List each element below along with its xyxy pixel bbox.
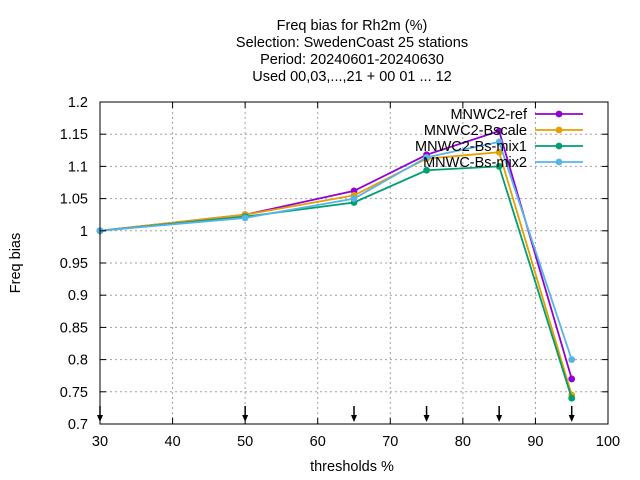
legend-swatch-point: [555, 158, 563, 166]
x-tick-label: 40: [165, 434, 181, 450]
threshold-arrow: [423, 406, 430, 422]
data-point: [350, 195, 358, 203]
legend-label: MNWC-Bs-mix2: [423, 155, 527, 171]
series-lines: [96, 127, 576, 402]
y-tick-label: 1.05: [60, 192, 88, 208]
x-tick-label: 30: [92, 434, 108, 450]
series-line-3: [99, 140, 573, 360]
legend-swatch-point: [555, 142, 563, 150]
data-point: [241, 214, 249, 222]
x-tick-label: 100: [596, 434, 620, 450]
legend-label: MNWC2-ref: [450, 107, 527, 123]
y-tick-label: 0.8: [68, 353, 88, 369]
legend-label: MNWC2-Bs-mix1: [415, 139, 527, 155]
data-point: [568, 375, 576, 383]
y-tick-label: 0.7: [68, 417, 88, 433]
data-point: [495, 127, 503, 135]
legend-label: MNWC2-Bscale: [424, 123, 527, 139]
y-tick-label: 1.2: [68, 95, 88, 111]
y-tick-label: 0.95: [60, 256, 88, 272]
x-tick-label: 90: [527, 434, 543, 450]
threshold-arrow-head: [351, 415, 357, 422]
chart-title: Freq bias for Rh2m (%)Selection: SwedenC…: [236, 18, 468, 85]
data-point: [495, 163, 503, 170]
legend: MNWC2-refMNWC2-BscaleMNWC2-Bs-mix1MNWC-B…: [415, 107, 583, 171]
threshold-arrow: [568, 406, 575, 422]
data-point: [423, 166, 430, 174]
x-tick-label: 60: [310, 434, 326, 450]
legend-item: MNWC2-Bscale: [424, 123, 583, 139]
legend-swatch-point: [555, 110, 563, 118]
title-line: Used 00,03,...,21 + 00 01 ... 12: [252, 69, 452, 85]
title-line: Period: 20240601-20240630: [260, 52, 444, 68]
title-line: Freq bias for Rh2m (%): [277, 18, 428, 34]
threshold-arrow: [351, 406, 357, 422]
series-line-2: [99, 165, 573, 399]
x-axis-label: thresholds %: [310, 459, 394, 475]
threshold-arrow-head: [568, 415, 575, 422]
data-point: [423, 153, 430, 161]
title-line: Selection: SwedenCoast 25 stations: [236, 35, 468, 51]
data-point: [495, 138, 503, 146]
y-tick-label: 1: [80, 224, 88, 240]
legend-item: MNWC2-ref: [450, 107, 583, 123]
axes: 30 40 50 60 70 80 90 100 0.7 0.75 0.8 0.85 0.9 0.95 1 1…: [60, 95, 620, 450]
legend-item: MNWC2-Bs-mix1: [415, 139, 583, 155]
threshold-arrow-head: [423, 415, 430, 422]
data-point: [568, 356, 576, 363]
y-tick-label: 1.15: [60, 127, 88, 143]
x-tick-label: 80: [455, 434, 471, 450]
x-tick-label: 70: [382, 434, 398, 450]
threshold-markers: [97, 406, 575, 422]
legend-item: MNWC-Bs-mix2: [423, 155, 583, 171]
y-tick-label: 1.1: [68, 159, 88, 175]
data-point: [568, 394, 576, 402]
threshold-arrow-head: [496, 415, 503, 422]
threshold-arrow: [496, 406, 503, 422]
legend-swatch-point: [555, 126, 563, 134]
grid-lines: [100, 102, 608, 424]
series-line-1: [99, 151, 573, 396]
y-axis-label: Freq bias: [8, 233, 24, 293]
data-point: [495, 148, 503, 156]
y-tick-label: 0.75: [60, 385, 88, 401]
y-tick-label: 0.9: [68, 288, 88, 304]
x-tick-label: 50: [237, 434, 253, 450]
y-tick-label: 0.85: [60, 320, 88, 336]
